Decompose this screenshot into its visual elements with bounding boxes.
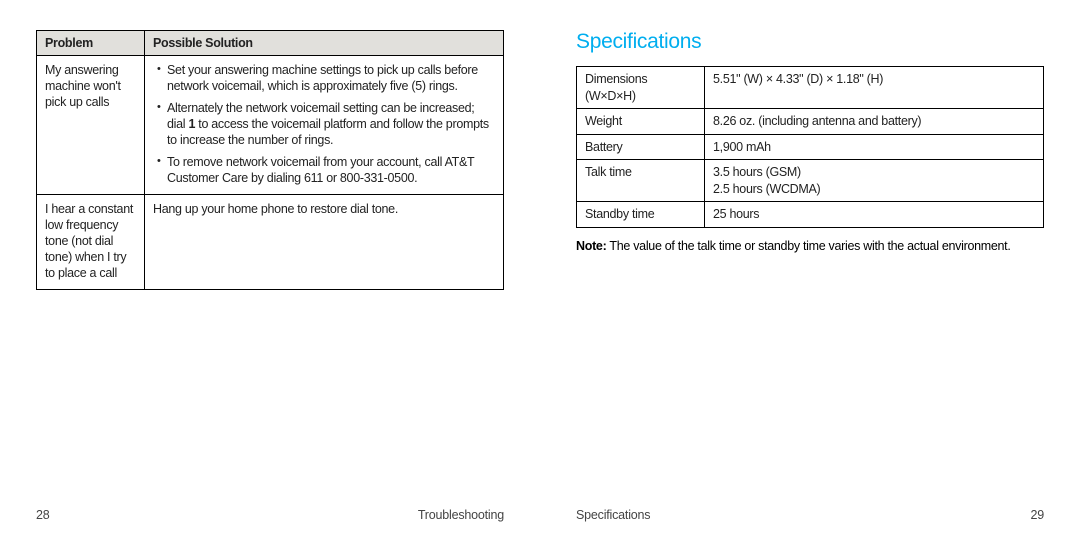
spec-key: Standby time (577, 202, 705, 228)
spec-row: Standby time25 hours (577, 202, 1044, 228)
spec-key: Battery (577, 134, 705, 160)
spec-value: 8.26 oz. (including antenna and battery) (705, 109, 1044, 135)
solution-cell: Set your answering machine settings to p… (145, 56, 504, 195)
spec-key: Talk time (577, 160, 705, 202)
specifications-title: Specifications (576, 30, 1044, 54)
note-text: The value of the talk time or standby ti… (606, 239, 1010, 253)
spec-row: Talk time3.5 hours (GSM)2.5 hours (WCDMA… (577, 160, 1044, 202)
table-row: I hear a constant low frequency tone (no… (37, 195, 504, 290)
header-problem: Problem (37, 31, 145, 56)
right-page-number: 29 (1030, 508, 1044, 522)
header-solution: Possible Solution (145, 31, 504, 56)
spec-value: 25 hours (705, 202, 1044, 228)
spec-row: Weight8.26 oz. (including antenna and ba… (577, 109, 1044, 135)
left-footer: 28 Troubleshooting (36, 508, 504, 522)
right-footer-label: Specifications (576, 508, 650, 522)
problem-cell: I hear a constant low frequency tone (no… (37, 195, 145, 290)
solution-item: Set your answering machine settings to p… (157, 62, 495, 94)
specifications-table: Dimensions (W×D×H)5.51" (W) × 4.33" (D) … (576, 66, 1044, 228)
solution-list: Set your answering machine settings to p… (153, 62, 495, 186)
note-label: Note: (576, 239, 606, 253)
spec-row: Battery1,900 mAh (577, 134, 1044, 160)
spec-key: Weight (577, 109, 705, 135)
spec-key: Dimensions (W×D×H) (577, 67, 705, 109)
right-footer: Specifications 29 (576, 508, 1044, 522)
spec-value: 5.51" (W) × 4.33" (D) × 1.18" (H) (705, 67, 1044, 109)
spec-note: Note: The value of the talk time or stan… (576, 238, 1044, 254)
solution-item: To remove network voicemail from your ac… (157, 154, 495, 186)
solution-item: Alternately the network voicemail settin… (157, 100, 495, 148)
left-footer-label: Troubleshooting (418, 508, 504, 522)
right-page: Specifications Dimensions (W×D×H)5.51" (… (540, 0, 1080, 540)
left-page: Problem Possible Solution My answering m… (0, 0, 540, 540)
spec-value: 1,900 mAh (705, 134, 1044, 160)
troubleshooting-table: Problem Possible Solution My answering m… (36, 30, 504, 290)
problem-cell: My answering machine won't pick up calls (37, 56, 145, 195)
table-row: My answering machine won't pick up calls… (37, 56, 504, 195)
spec-value: 3.5 hours (GSM)2.5 hours (WCDMA) (705, 160, 1044, 202)
solution-cell: Hang up your home phone to restore dial … (145, 195, 504, 290)
spec-row: Dimensions (W×D×H)5.51" (W) × 4.33" (D) … (577, 67, 1044, 109)
left-page-number: 28 (36, 508, 50, 522)
